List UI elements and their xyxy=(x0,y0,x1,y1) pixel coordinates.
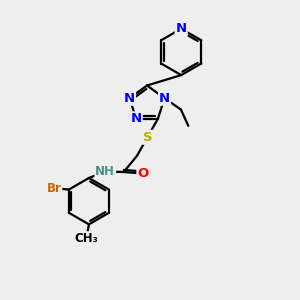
Text: O: O xyxy=(137,167,148,180)
Text: NH: NH xyxy=(95,165,115,178)
Text: N: N xyxy=(176,22,187,35)
Text: N: N xyxy=(130,112,142,125)
Text: S: S xyxy=(142,131,152,144)
Text: CH₃: CH₃ xyxy=(75,232,98,245)
Text: Br: Br xyxy=(46,182,62,195)
Text: N: N xyxy=(159,92,170,105)
Text: N: N xyxy=(124,92,135,105)
